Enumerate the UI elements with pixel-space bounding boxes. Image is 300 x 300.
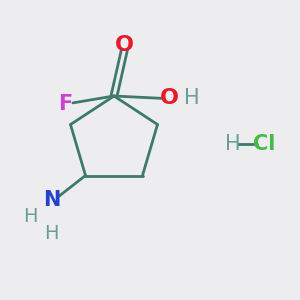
- Text: O: O: [160, 88, 179, 108]
- Text: N: N: [43, 190, 60, 210]
- Text: H: H: [23, 207, 37, 226]
- Text: Cl: Cl: [254, 134, 276, 154]
- Text: F: F: [58, 94, 73, 114]
- Text: H: H: [44, 224, 59, 243]
- Text: O: O: [115, 35, 134, 55]
- Text: H: H: [225, 134, 240, 154]
- Text: H: H: [184, 88, 199, 108]
